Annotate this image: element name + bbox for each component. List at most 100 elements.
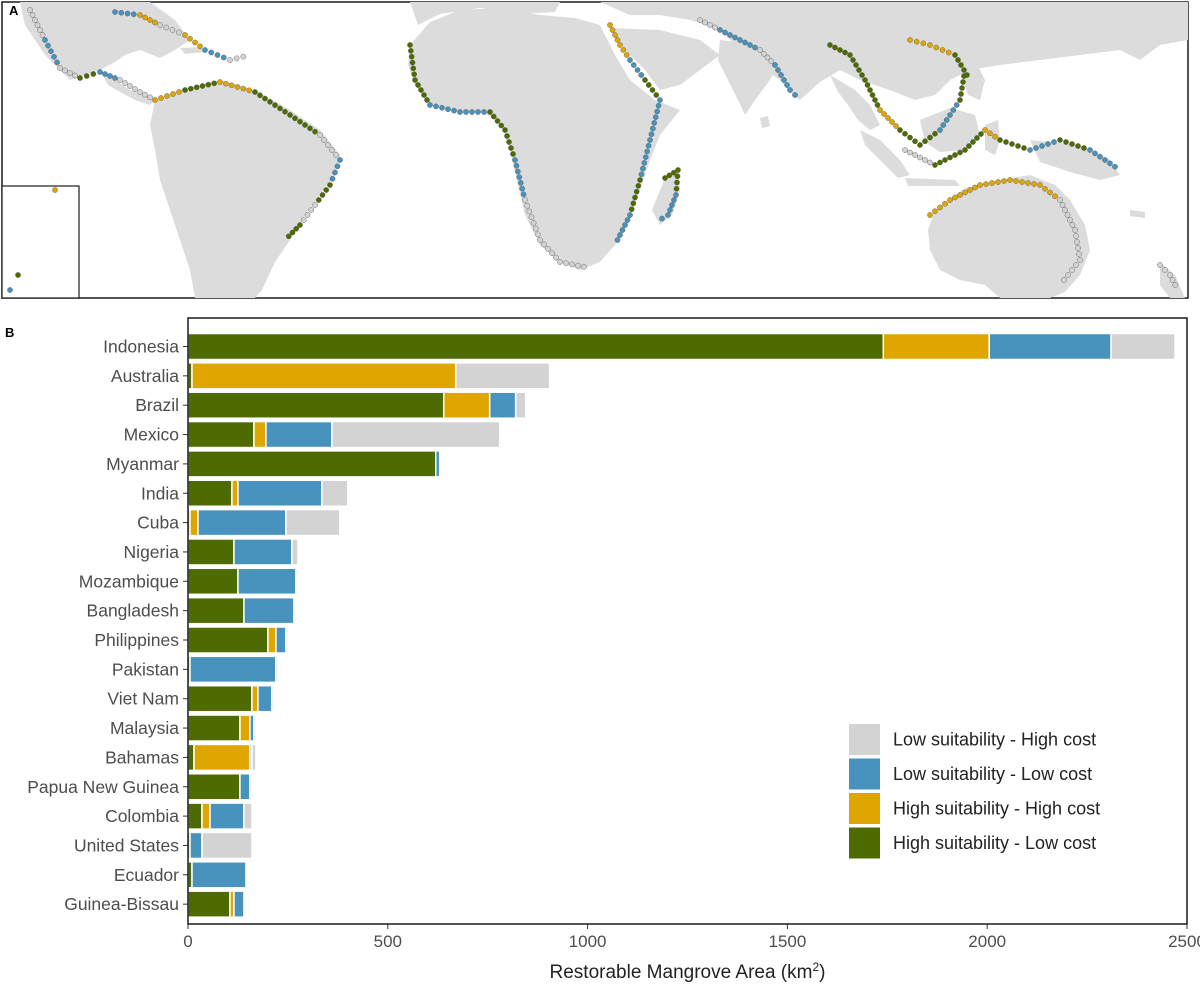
mangrove-point (1052, 193, 1058, 200)
mangrove-point (992, 133, 998, 140)
mangrove-point (982, 127, 988, 133)
madagascar-land (652, 168, 680, 225)
mangrove-point (337, 157, 343, 163)
mangrove-point (937, 159, 943, 166)
mangrove-point (188, 85, 194, 92)
category-labels: Indonesia Australia Brazil Mexico Myanmar Ind… (27, 337, 188, 914)
mangrove-point (214, 52, 221, 58)
bar-segment (187, 596, 245, 625)
mangrove-point (107, 73, 113, 79)
mangrove-point (297, 222, 303, 228)
mangrove-point (537, 237, 543, 243)
mangrove-point (827, 42, 833, 48)
mangrove-point (1081, 145, 1087, 151)
mangrove-point (912, 138, 918, 145)
mangrove-point (942, 200, 948, 207)
mangrove-point (952, 152, 958, 158)
mangrove-point (952, 194, 958, 201)
mangrove-point (961, 67, 967, 73)
mangrove-point (778, 72, 784, 78)
mangrove-point (667, 207, 673, 213)
mangrove-point (193, 84, 200, 91)
mangrove-point (907, 134, 913, 141)
mangrove-point (637, 177, 643, 183)
mangrove-point (469, 109, 475, 115)
mangrove-point (118, 9, 125, 16)
mangrove-point (147, 17, 153, 23)
mangrove-point (872, 97, 878, 103)
bar-series (187, 332, 1176, 918)
mangrove-point (267, 99, 273, 105)
mangrove-point (45, 42, 51, 49)
mangrove-point (869, 92, 876, 98)
mangrove-point (302, 122, 308, 128)
mangrove-point (950, 107, 957, 113)
mangrove-point (787, 87, 793, 93)
mangrove-point (217, 79, 223, 85)
mangrove-point (308, 207, 315, 213)
mangrove-point (90, 71, 97, 77)
mangrove-point (323, 187, 330, 193)
mangrove-point (742, 39, 748, 46)
mangrove-point (647, 137, 653, 143)
mangrove-point (475, 109, 481, 115)
mangrove-point (722, 29, 728, 36)
bar-segment (237, 479, 323, 507)
mangrove-point (427, 102, 433, 108)
mangrove-point (137, 89, 143, 95)
borneo-land (920, 108, 980, 152)
mangrove-point (933, 44, 940, 51)
mangrove-point (937, 127, 943, 133)
mangrove-point (832, 44, 838, 51)
mangrove-point (1067, 217, 1073, 223)
mangrove-point (624, 217, 631, 223)
category-label: Guinea-Bissau (64, 894, 179, 914)
category-label: Viet Nam (107, 689, 179, 709)
bar-segment (201, 802, 211, 830)
chart-panel: B IndonesiaAustraliaBrazilMexicoMyanmarI… (5, 317, 1200, 983)
mangrove-point (199, 83, 206, 89)
bar-segment (488, 391, 517, 419)
mangrove-point (947, 112, 953, 118)
bar-segment (233, 890, 245, 918)
mangrove-point (642, 154, 649, 160)
mangrove-point (707, 22, 713, 28)
mangrove-point (885, 115, 891, 121)
mangrove-point (545, 245, 551, 252)
bar-segment (285, 626, 289, 654)
mangrove-point (312, 128, 318, 135)
mangrove-point (526, 208, 533, 215)
mangrove-point (1075, 143, 1081, 149)
mangrove-point (987, 130, 993, 137)
mangrove-point (137, 12, 143, 18)
bar-segment (435, 450, 441, 478)
mangrove-point (220, 54, 227, 61)
mangrove-point (164, 93, 170, 99)
chart-legend: Low suitability - High cost Low suitabili… (849, 724, 1100, 859)
mangrove-point (57, 65, 63, 71)
mangrove-point (1019, 179, 1025, 185)
bar-segment (275, 626, 287, 654)
bar-segment (187, 743, 195, 772)
mangrove-point (287, 112, 293, 118)
map-panel: A (1, 1, 1189, 299)
mangrove-point (932, 162, 938, 168)
mangrove-point (1072, 227, 1078, 233)
bar-segment (267, 626, 277, 654)
mangrove-point (1015, 143, 1021, 149)
mangrove-point (516, 174, 523, 180)
mangrove-point (612, 32, 618, 38)
category-label: Malaysia (110, 718, 179, 738)
mangrove-point (867, 87, 873, 93)
mangrove-point (1076, 251, 1082, 257)
mangrove-point (208, 49, 215, 56)
mangrove-point (673, 192, 679, 198)
mangrove-point (463, 109, 469, 115)
x-axis-title: Restorable Mangrove Area (km2) (550, 960, 826, 983)
mangrove-point (1157, 262, 1163, 268)
mangrove-point (312, 202, 318, 208)
mangrove-point (943, 117, 950, 123)
legend-swatch (849, 758, 880, 790)
mangrove-point (411, 71, 417, 77)
new-guinea-land (1030, 140, 1120, 180)
